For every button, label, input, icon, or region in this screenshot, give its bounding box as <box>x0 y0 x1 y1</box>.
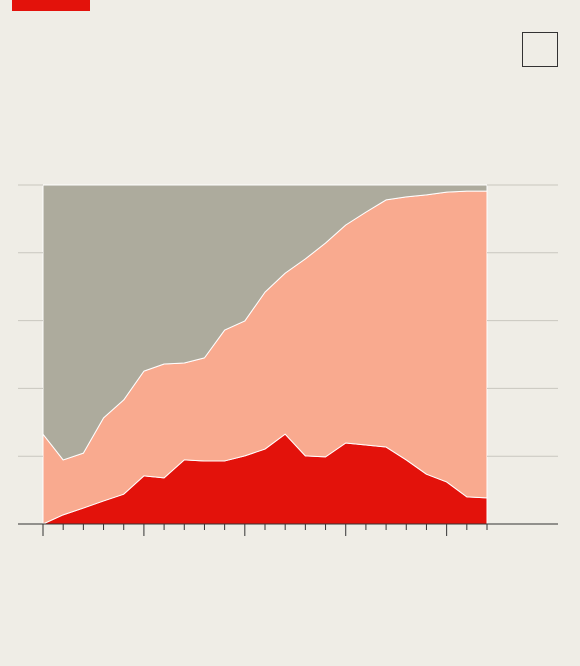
area <box>42 184 488 461</box>
icon-box[interactable] <box>522 32 558 67</box>
brand-tag <box>12 0 90 11</box>
